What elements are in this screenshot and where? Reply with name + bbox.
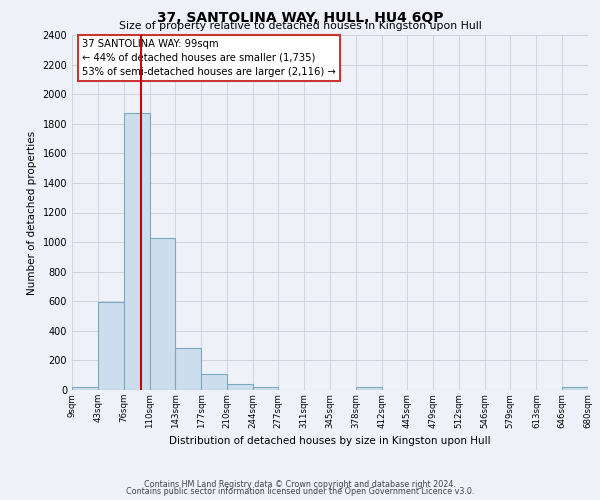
Bar — [253, 387, 278, 390]
Bar — [562, 387, 588, 390]
Bar — [175, 348, 201, 390]
Text: Contains HM Land Registry data © Crown copyright and database right 2024.: Contains HM Land Registry data © Crown c… — [144, 480, 456, 489]
Bar — [149, 238, 175, 390]
Text: Size of property relative to detached houses in Kingston upon Hull: Size of property relative to detached ho… — [119, 21, 481, 31]
Bar — [98, 302, 124, 390]
Bar — [124, 114, 149, 390]
Bar — [227, 384, 253, 390]
Text: 37, SANTOLINA WAY, HULL, HU4 6QP: 37, SANTOLINA WAY, HULL, HU4 6QP — [157, 11, 443, 25]
Y-axis label: Number of detached properties: Number of detached properties — [27, 130, 37, 294]
Text: 37 SANTOLINA WAY: 99sqm
← 44% of detached houses are smaller (1,735)
53% of semi: 37 SANTOLINA WAY: 99sqm ← 44% of detache… — [82, 38, 336, 76]
Bar — [72, 387, 98, 390]
Text: Contains public sector information licensed under the Open Government Licence v3: Contains public sector information licen… — [126, 487, 474, 496]
Bar — [201, 374, 227, 390]
X-axis label: Distribution of detached houses by size in Kingston upon Hull: Distribution of detached houses by size … — [169, 436, 491, 446]
Bar — [356, 387, 382, 390]
